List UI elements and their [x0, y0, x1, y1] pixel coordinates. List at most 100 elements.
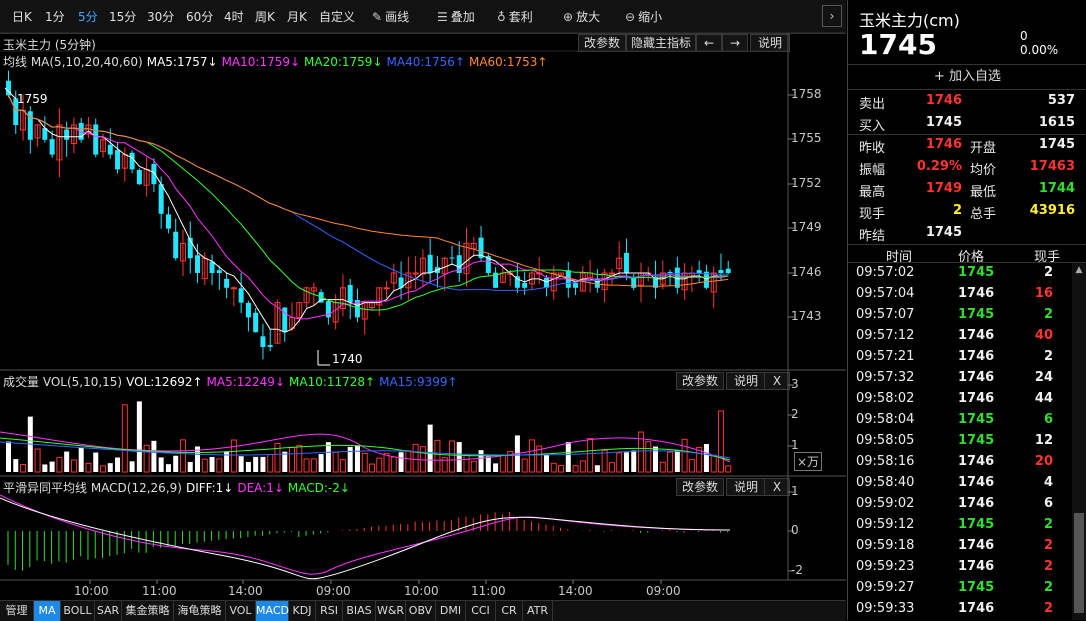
- candle-body: [187, 237, 193, 259]
- close-icon[interactable]: X: [764, 372, 790, 390]
- price-change: 0: [1020, 29, 1028, 43]
- indicator-value: VOL:12692↑: [126, 375, 203, 389]
- indicator-value: MA20:1759↓: [304, 55, 383, 69]
- period-4[interactable]: 30分: [147, 10, 175, 24]
- indicator-tab-5[interactable]: 海龟策略: [174, 601, 226, 621]
- indicator-tab-10[interactable]: BIAS: [343, 601, 376, 621]
- panel-btn-1[interactable]: 说明: [726, 478, 766, 496]
- panel-btn-0[interactable]: 改参数: [676, 478, 724, 496]
- 叠加-button[interactable]: ☰ 叠加: [437, 8, 475, 25]
- indicator-tab-3[interactable]: SAR: [95, 601, 122, 621]
- volume-bar: [310, 458, 317, 473]
- volume-bar: [376, 457, 383, 473]
- close-icon[interactable]: X: [764, 478, 790, 496]
- indicator-tab-13[interactable]: DMI: [436, 601, 466, 621]
- 缩小-button[interactable]: ⊖ 缩小: [625, 8, 662, 25]
- 放大-button[interactable]: ⊕ 放大: [563, 8, 600, 25]
- stat-value: 1745: [925, 225, 962, 240]
- add-watchlist-label: 加入自选: [949, 69, 1002, 84]
- 套利-button[interactable]: ♁ 套利: [497, 8, 533, 25]
- indicator-tab-14[interactable]: CCI: [466, 601, 496, 621]
- candle-body: [310, 287, 317, 292]
- indicator-value: DIFF:1↓: [185, 481, 234, 495]
- indicator-tab-7[interactable]: MACD: [256, 601, 289, 621]
- candle-body: [390, 272, 397, 284]
- buy-label: 买入: [859, 119, 886, 134]
- volume-bar: [209, 456, 215, 472]
- tick-row: 09:59:12 1745 2: [848, 515, 1073, 536]
- candle-body: [653, 277, 659, 288]
- period-8[interactable]: 月K: [287, 10, 307, 24]
- indicator-value: MACD:-2↓: [287, 481, 350, 495]
- tick-header: 现手: [1034, 250, 1061, 265]
- period-6[interactable]: 4时: [224, 10, 244, 24]
- 画线-button[interactable]: ✎ 画线: [372, 8, 409, 25]
- scrollbar-thumb[interactable]: [1074, 513, 1084, 613]
- candle-body: [667, 271, 673, 273]
- period-7[interactable]: 周K: [255, 10, 275, 24]
- period-0[interactable]: 日K: [12, 10, 32, 24]
- volume-bar: [572, 465, 579, 473]
- macd-axis-tick: 1: [791, 484, 799, 498]
- tick-volume: 20: [1034, 454, 1053, 469]
- panel-btn-0[interactable]: 改参数: [676, 372, 724, 390]
- indicator-tab-15[interactable]: CR: [496, 601, 523, 621]
- candle-body: [449, 257, 455, 259]
- period-5[interactable]: 60分: [186, 10, 214, 24]
- volume-bar: [674, 449, 680, 472]
- tick-price: 1746: [958, 370, 995, 385]
- stat-value: 17463: [1029, 159, 1075, 174]
- indicator-tab-4[interactable]: 集金策略: [122, 601, 174, 621]
- main-chart-title: 玉米主力 (5分钟): [3, 38, 96, 52]
- indicator-tab-2[interactable]: BOLL: [61, 601, 95, 621]
- candle-body: [485, 256, 491, 273]
- indicator-tab-8[interactable]: KDJ: [289, 601, 316, 621]
- tick-price: 1745: [958, 412, 995, 427]
- volume-bar: [645, 441, 652, 473]
- main-chart-btn-0[interactable]: 改参数: [578, 34, 626, 52]
- volume-bar: [347, 446, 353, 472]
- tool-label: 缩小: [638, 10, 663, 24]
- tick-volume: 6: [1043, 412, 1053, 427]
- money-bag-icon: ♁: [497, 10, 506, 24]
- candle-body: [339, 287, 346, 309]
- indicator-tab-0[interactable]: 管理: [0, 601, 34, 621]
- indicator-tab-6[interactable]: VOL: [226, 601, 256, 621]
- price-axis-tick: 1752: [791, 176, 822, 190]
- main-chart-btn-1[interactable]: 隐藏主指标: [626, 34, 696, 52]
- indicator-tab-12[interactable]: OBV: [406, 601, 436, 621]
- ma-line: [8, 95, 729, 333]
- stat-label: 振幅: [859, 163, 886, 178]
- stat-value: 1745: [1038, 137, 1075, 152]
- chevron-right-icon[interactable]: ›: [822, 5, 842, 27]
- candle-body: [100, 139, 107, 152]
- tick-scrollbar[interactable]: ▲: [1072, 263, 1086, 620]
- add-watchlist-button[interactable]: + 加入自选: [848, 66, 1086, 88]
- tick-volume: 40: [1034, 328, 1053, 343]
- scroll-up-icon[interactable]: ▲: [1075, 265, 1083, 275]
- volume-bar: [710, 454, 717, 473]
- volume-bar: [499, 454, 506, 473]
- period-3[interactable]: 15分: [109, 10, 137, 24]
- indicator-tab-1[interactable]: MA: [34, 601, 61, 621]
- volume-bar: [543, 455, 549, 472]
- toolbar: 日K 1分 5分 15分 30分 60分 4时 周K 月K 自定义 ✎ 画线 ☰ 叠加 ♁ 套利 ⊕ 放大 ⊖ 缩小 ›: [0, 0, 846, 34]
- kline-chart-canvas[interactable]: [0, 0, 846, 600]
- volume-bar: [332, 451, 339, 473]
- volume-bar: [274, 442, 281, 473]
- indicator-tab-11[interactable]: W&R: [376, 601, 406, 621]
- candle-body: [631, 277, 637, 288]
- volume-bar: [20, 464, 27, 473]
- indicator-value: MA60:1753↑: [468, 55, 548, 69]
- stat-label: 最高: [859, 185, 886, 200]
- period-1[interactable]: 1分: [45, 10, 65, 24]
- indicator-tab-16[interactable]: ATR: [523, 601, 553, 621]
- period-2[interactable]: 5分: [78, 10, 98, 24]
- period-9[interactable]: 自定义: [319, 10, 356, 24]
- time-axis-tick: 10:00: [404, 584, 439, 598]
- indicator-tab-9[interactable]: RSI: [316, 601, 343, 621]
- low-marker-label: 1740: [332, 352, 363, 366]
- volume-bar: [253, 456, 259, 472]
- candle-body: [347, 284, 353, 303]
- candle-body: [558, 272, 565, 276]
